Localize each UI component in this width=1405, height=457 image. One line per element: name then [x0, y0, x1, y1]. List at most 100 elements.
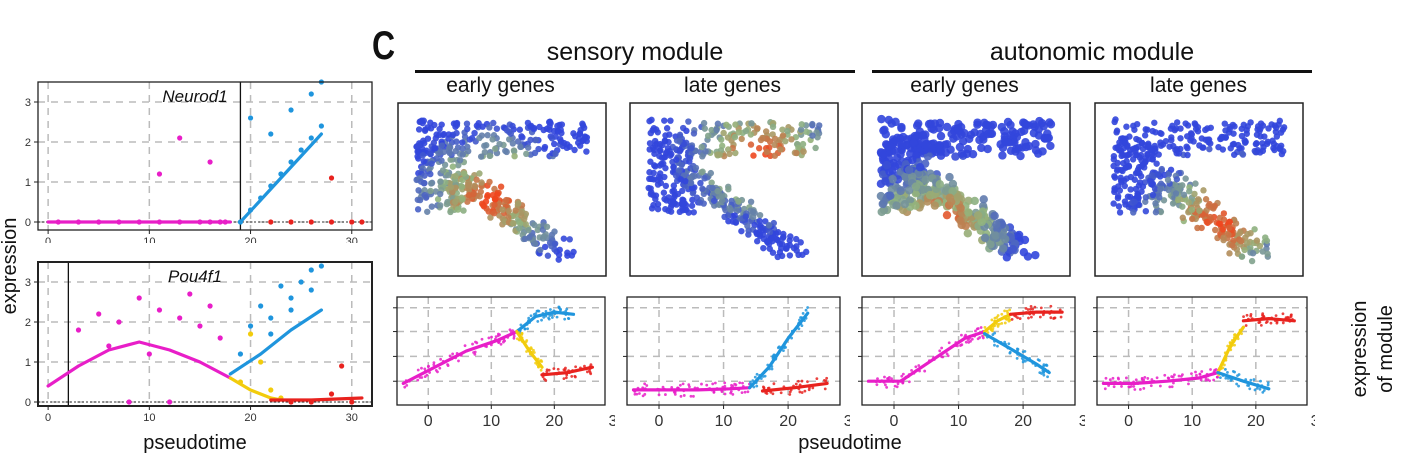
- data-point: [712, 390, 716, 394]
- right-x-axis-title: pseudotime: [798, 432, 902, 454]
- data-point: [268, 219, 274, 225]
- cell-point: [921, 140, 930, 150]
- cell-point: [1243, 126, 1250, 134]
- cell-point: [447, 208, 454, 216]
- cell-point: [424, 135, 432, 142]
- data-point: [679, 394, 683, 398]
- data-point: [268, 387, 274, 393]
- cell-point: [700, 119, 708, 127]
- cell-point: [646, 175, 653, 183]
- cell-point: [1188, 206, 1196, 213]
- series-fit-line: [983, 312, 1013, 334]
- cell-point: [1110, 162, 1117, 170]
- cell-point: [481, 148, 489, 156]
- cell-point: [1191, 190, 1198, 198]
- cell-point: [908, 155, 917, 165]
- data-point: [824, 379, 828, 383]
- cell-point: [774, 229, 782, 236]
- cell-point: [754, 238, 761, 245]
- cell-point: [750, 152, 757, 159]
- cell-point: [765, 240, 773, 248]
- cell-point: [779, 126, 786, 133]
- cell-point: [1110, 200, 1117, 207]
- data-point: [896, 382, 900, 386]
- cell-point: [788, 136, 795, 143]
- col-label-sensory-early: early genes: [446, 74, 555, 97]
- cell-point: [560, 235, 568, 242]
- data-point: [1044, 363, 1048, 367]
- cell-point: [511, 148, 518, 155]
- data-point: [886, 377, 890, 380]
- cell-point: [1193, 200, 1200, 208]
- cell-point: [1254, 147, 1262, 154]
- cell-point: [878, 170, 888, 179]
- data-point: [1266, 383, 1270, 387]
- data-point: [1259, 379, 1262, 383]
- data-point: [782, 349, 785, 353]
- cell-point: [486, 152, 493, 160]
- data-point: [996, 324, 1000, 328]
- data-point: [523, 327, 527, 331]
- plot-frame: [37, 81, 373, 231]
- cell-point: [799, 251, 806, 258]
- cell-point: [1144, 126, 1151, 133]
- cell-point: [414, 206, 422, 213]
- cell-point: [911, 189, 921, 198]
- cell-point: [773, 235, 780, 243]
- data-point: [1237, 384, 1240, 388]
- cell-point: [1114, 193, 1122, 200]
- cell-point: [1220, 210, 1228, 217]
- cell-point: [1219, 226, 1227, 233]
- cell-point: [415, 155, 422, 162]
- cell-point: [1218, 135, 1225, 142]
- data-point: [945, 352, 949, 356]
- cell-point: [459, 145, 466, 152]
- cell-point: [421, 192, 428, 199]
- data-point: [1258, 320, 1262, 324]
- x-tick-label: 10: [482, 413, 500, 430]
- cell-point: [921, 130, 930, 139]
- cell-point: [532, 136, 539, 143]
- data-point: [1190, 372, 1193, 376]
- cell-point: [1226, 123, 1233, 131]
- data-point: [1258, 387, 1262, 391]
- cell-point: [438, 142, 446, 149]
- data-point: [515, 337, 519, 341]
- plot-frame: [37, 261, 373, 407]
- data-point: [536, 309, 540, 313]
- cell-point: [918, 185, 927, 194]
- cell-point: [1170, 142, 1177, 150]
- x-tick-label: 20: [1247, 413, 1265, 430]
- cell-point: [690, 130, 698, 137]
- cell-point: [1131, 198, 1138, 205]
- cell-point: [714, 187, 721, 195]
- series-fit-line: [631, 386, 752, 392]
- cell-point: [532, 240, 539, 247]
- data-point: [1181, 373, 1184, 377]
- x-tick-label: 10: [950, 413, 968, 430]
- data-point: [480, 337, 484, 341]
- cell-point: [540, 233, 548, 240]
- cell-point: [882, 160, 891, 170]
- data-point: [900, 374, 904, 378]
- data-point: [448, 354, 452, 358]
- cell-point: [771, 141, 778, 149]
- cell-point: [452, 147, 459, 155]
- data-point: [986, 331, 990, 334]
- data-point: [559, 308, 562, 312]
- cell-point: [723, 121, 730, 128]
- data-point: [555, 315, 559, 319]
- cell-point: [570, 130, 577, 137]
- data-point: [890, 377, 893, 381]
- cell-point: [797, 126, 805, 133]
- cell-point: [963, 229, 973, 238]
- data-point: [1046, 375, 1049, 379]
- data-point: [1224, 376, 1228, 380]
- data-point: [1007, 319, 1011, 323]
- cell-point: [1238, 150, 1246, 157]
- data-point: [1146, 377, 1150, 380]
- cell-point: [1127, 186, 1134, 193]
- data-point: [425, 373, 429, 377]
- data-point: [1042, 373, 1046, 377]
- cell-point: [667, 198, 674, 205]
